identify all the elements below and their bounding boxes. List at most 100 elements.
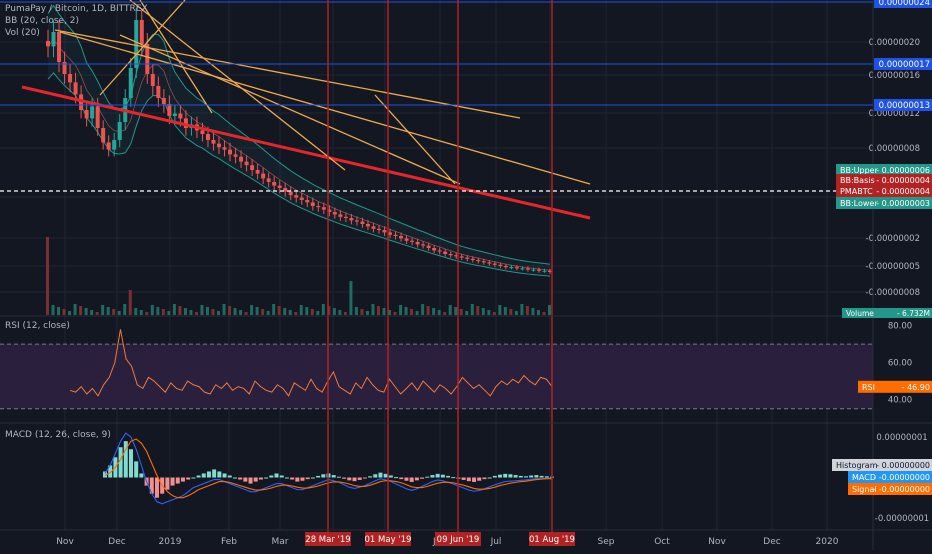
macd-histogram-bar [165, 477, 170, 490]
macd-histogram-bar [425, 476, 430, 478]
volume-bar [73, 304, 77, 315]
volume-bar [244, 312, 248, 315]
bollinger-band-fill [48, 5, 550, 277]
candle-body [228, 149, 233, 155]
macd-histogram-bar [253, 477, 258, 482]
date-marker-tag [305, 532, 351, 546]
volume-bar [338, 310, 342, 315]
macd-histogram-bar [248, 477, 253, 484]
trend-line [99, 0, 186, 96]
price-labels-layer: 28 Mar '19 01 May '19 09 Jun '19 01 Aug '19… [305, 0, 932, 546]
candle-body [371, 226, 376, 229]
indicator-price-tag [836, 164, 932, 176]
macd-legend-value: - 0.00000000 [876, 461, 930, 470]
macd-histogram-bar [477, 477, 482, 481]
volume-bar [161, 309, 165, 315]
candle-body [217, 143, 222, 148]
rsi-layer [0, 329, 873, 410]
volume-bar [95, 312, 99, 315]
candle-body [487, 262, 492, 264]
volume-bar [487, 310, 491, 315]
macd-histogram-bar [232, 477, 237, 479]
macd-histogram-bar [498, 474, 503, 478]
volume-bar [145, 312, 149, 315]
macd-histogram-bar [430, 475, 435, 478]
volume-bar [46, 237, 49, 315]
x-tick-label: Jul [490, 537, 502, 547]
macd-histogram-bar [399, 477, 404, 480]
candle-body [139, 20, 144, 44]
x-tick-label: Nov [708, 537, 726, 547]
x-tick-label: Mar [272, 537, 289, 547]
macd-histogram-bar [544, 476, 549, 478]
candle-body [448, 254, 453, 256]
macd-legend-tag [832, 459, 932, 471]
volume-bar [465, 311, 469, 315]
macd-histogram-bar [368, 476, 373, 478]
volume-bar [288, 310, 292, 315]
volume-bar [101, 305, 105, 315]
macd-histogram-bar [243, 477, 248, 482]
volume-bar [376, 306, 380, 315]
volume-bar [128, 290, 132, 315]
candle-body [443, 251, 448, 254]
indicator-price-value: - 0.00000004 [876, 187, 930, 196]
volume-bar [205, 307, 209, 315]
date-marker-text: 01 May '19 [365, 535, 412, 545]
candle-body [321, 207, 326, 210]
candle-body [205, 134, 210, 140]
volume-bar [57, 307, 61, 315]
volume-bar [272, 304, 276, 315]
macd-histogram-bar [347, 477, 352, 481]
macd-histogram-bar [290, 477, 295, 480]
volume-bar [150, 305, 154, 315]
volume-bar [222, 304, 226, 315]
volume-bar [217, 311, 221, 315]
volume-bar [470, 304, 474, 315]
macd-histogram-bar [217, 471, 222, 478]
volume-bar [211, 309, 215, 315]
volume-bar [233, 308, 237, 315]
volume-bar [167, 311, 171, 315]
date-marker-text: 09 Jun '19 [437, 535, 480, 545]
candle-body [492, 263, 497, 265]
volume-bar [123, 304, 127, 315]
macd-histogram-bar [258, 477, 263, 480]
rsi-value-text: - 46.90 [902, 383, 930, 392]
macd-histogram-bar [336, 476, 341, 478]
date-marker-tag [435, 532, 481, 546]
candle-body [117, 122, 122, 140]
candle-body [299, 197, 304, 200]
volume-bar [459, 309, 463, 315]
volume-bar [117, 311, 121, 315]
macd-histogram-bar [420, 477, 425, 479]
candle-body [305, 200, 310, 203]
macd-histogram-bar [492, 475, 497, 478]
candle-body [101, 128, 106, 143]
volume-bar [266, 311, 270, 315]
macd-histogram-bar [383, 473, 388, 478]
bb-indicator-title: BB (20, close, 2) [5, 16, 80, 26]
macd-histogram-bar [378, 472, 383, 478]
macd-histogram-bar [435, 473, 440, 478]
macd-histogram-bar [404, 477, 409, 481]
candle-body [338, 214, 343, 217]
macd-pane-title: MACD (12, 26, close, 9) [5, 430, 111, 440]
candle-body [410, 240, 415, 242]
macd-histogram-bar [451, 477, 456, 479]
volume-indicator-title: Vol (20) [5, 28, 40, 38]
candle-body [393, 234, 398, 236]
macd-histogram-bar [118, 447, 123, 478]
macd-histogram-bar [103, 471, 107, 478]
trend-line [119, 34, 461, 185]
volume-bar [200, 305, 204, 315]
volume-bar [448, 305, 452, 315]
candle-body [536, 269, 541, 271]
macd-histogram-bar [394, 477, 399, 479]
candle-body [211, 140, 216, 144]
volume-bar [255, 307, 259, 315]
rsi-pane-title: RSI (12, close) [5, 321, 70, 331]
macd-histogram-bar [362, 477, 367, 479]
